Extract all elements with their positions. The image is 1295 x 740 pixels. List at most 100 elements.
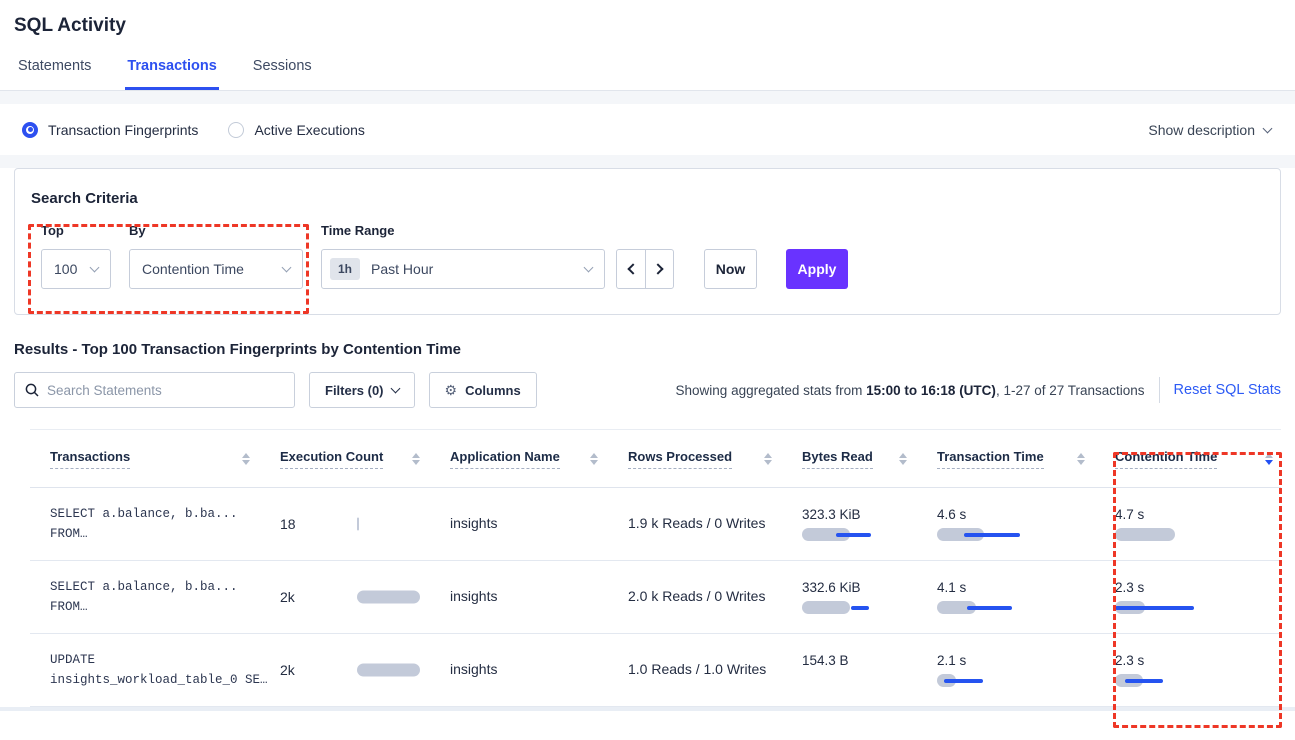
by-label: By (129, 223, 146, 238)
column-header[interactable]: Transaction Time (937, 449, 1115, 469)
sort-up-icon (412, 452, 420, 458)
sort-up-icon (1077, 452, 1085, 458)
bytes-read-bar (802, 674, 937, 687)
by-select[interactable]: Contention Time (129, 249, 303, 289)
transactions-table: Transactions Execution Count Application… (30, 429, 1281, 707)
apply-button[interactable]: Apply (786, 249, 848, 289)
next-time-button[interactable] (645, 250, 673, 288)
previous-time-button[interactable] (617, 250, 645, 288)
execution-count-bar (357, 517, 359, 531)
table-body: SELECT a.balance, b.ba... FROM… 18 insigh… (30, 488, 1281, 707)
sort-up-icon (899, 452, 907, 458)
chevron-down-icon (281, 262, 292, 273)
column-header[interactable]: Application Name (450, 449, 628, 469)
transaction-time-cell: 4.6 s (937, 507, 1115, 541)
column-header[interactable]: Contention Time (1115, 449, 1281, 469)
sort-icon[interactable] (590, 452, 598, 465)
rows-processed-cell: 1.9 k Reads / 0 Writes (628, 515, 766, 531)
page-title: SQL Activity (14, 15, 126, 36)
column-header[interactable]: Execution Count (280, 449, 450, 469)
sort-icon[interactable] (899, 452, 907, 465)
column-header-label: Transaction Time (937, 449, 1044, 469)
top-select[interactable]: 100 (41, 249, 111, 289)
view-toggle-row: Transaction Fingerprints Active Executio… (0, 104, 1295, 155)
sort-down-icon (1265, 459, 1273, 465)
sort-icon[interactable] (242, 452, 250, 465)
table-row: UPDATE insights_workload_table_0 SE… 2k i… (30, 634, 1281, 707)
transaction-fingerprint-link[interactable]: UPDATE insights_workload_table_0 SE… (50, 653, 268, 687)
tab-transactions[interactable]: Transactions (125, 58, 219, 90)
contention-time-bar (1115, 601, 1281, 614)
radio-label: Transaction Fingerprints (48, 121, 199, 138)
aggregated-stats-text: Showing aggregated stats from 15:00 to 1… (675, 382, 1145, 398)
section-divider (0, 155, 1295, 168)
column-header[interactable]: Rows Processed (628, 449, 802, 469)
chevron-left-icon (626, 263, 639, 275)
search-statements-input[interactable] (47, 382, 284, 398)
time-range-select[interactable]: 1h Past Hour (321, 249, 605, 289)
table-row: SELECT a.balance, b.ba... FROM… 2k insigh… (30, 561, 1281, 634)
contention-time-bar (1115, 674, 1281, 687)
transaction-fingerprint-link[interactable]: SELECT a.balance, b.ba... FROM… (50, 507, 238, 541)
sort-down-icon (764, 459, 772, 465)
reset-sql-stats-link[interactable]: Reset SQL Stats (1173, 382, 1281, 398)
rows-processed-cell: 2.0 k Reads / 0 Writes (628, 588, 766, 604)
application-name-cell: insights (450, 588, 498, 604)
page-header: SQL Activity (0, 0, 1295, 37)
column-header-label: Transactions (50, 449, 131, 469)
contention-time-cell: 2.3 s (1115, 580, 1281, 614)
column-header-label: Application Name (450, 449, 560, 469)
radio-unselected-icon[interactable] (228, 121, 245, 138)
bytes-read-value: 154.3 B (802, 653, 849, 668)
chevron-down-icon (1262, 123, 1273, 133)
radio-active-executions[interactable]: Active Executions (228, 121, 365, 138)
top-label: Top (41, 223, 64, 238)
radio-selected-icon[interactable] (22, 121, 38, 138)
time-range-arrows (616, 249, 674, 289)
show-description-toggle[interactable]: Show description (1148, 121, 1273, 138)
column-header[interactable]: Bytes Read (802, 449, 937, 469)
transaction-fingerprint-link[interactable]: SELECT a.balance, b.ba... FROM… (50, 580, 238, 614)
tab-statements[interactable]: Statements (18, 58, 92, 74)
filters-button[interactable]: Filters (0) (309, 372, 415, 408)
sort-icon[interactable] (1077, 452, 1085, 465)
columns-button-label: Columns (465, 382, 521, 398)
search-icon (25, 383, 39, 397)
sort-down-icon (242, 459, 250, 465)
execution-count-value: 2k (280, 589, 295, 605)
now-button[interactable]: Now (704, 249, 757, 289)
execution-count-value: 18 (280, 516, 296, 532)
chevron-right-icon (652, 263, 664, 275)
columns-button[interactable]: ⚙ Columns (428, 372, 537, 408)
radio-transaction-fingerprints[interactable]: Transaction Fingerprints (22, 121, 199, 138)
bytes-read-bar (802, 528, 937, 541)
time-range-badge: 1h (330, 258, 361, 280)
bytes-read-cell: 332.6 KiB (802, 580, 937, 614)
transaction-time-bar (937, 528, 1115, 541)
column-header[interactable]: Transactions (30, 449, 280, 469)
sort-icon[interactable] (764, 452, 772, 465)
search-statements-box[interactable] (14, 372, 295, 408)
sort-icon[interactable] (412, 452, 420, 465)
table-row: SELECT a.balance, b.ba... FROM… 18 insigh… (30, 488, 1281, 561)
transaction-time-bar (937, 601, 1115, 614)
bytes-read-cell: 323.3 KiB (802, 507, 937, 541)
table-header-row: Transactions Execution Count Application… (30, 430, 1281, 488)
execution-count-bar (357, 663, 420, 677)
sort-down-icon (899, 459, 907, 465)
show-description-label: Show description (1148, 121, 1255, 138)
contention-time-value: 4.7 s (1115, 507, 1145, 522)
bytes-read-value: 323.3 KiB (802, 507, 861, 522)
top-select-value: 100 (54, 261, 78, 277)
rows-processed-cell: 1.0 Reads / 1.0 Writes (628, 661, 767, 677)
section-divider (0, 91, 1295, 104)
tab-sessions[interactable]: Sessions (252, 58, 312, 74)
bytes-read-cell: 154.3 B (802, 653, 937, 687)
results-toolbar: Filters (0) ⚙ Columns Showing aggregated… (14, 372, 1281, 408)
sort-icon[interactable] (1265, 452, 1273, 465)
contention-time-cell: 2.3 s (1115, 653, 1281, 687)
sort-up-icon (764, 452, 772, 458)
sort-down-icon (1077, 459, 1085, 465)
filters-button-label: Filters (0) (325, 382, 384, 398)
